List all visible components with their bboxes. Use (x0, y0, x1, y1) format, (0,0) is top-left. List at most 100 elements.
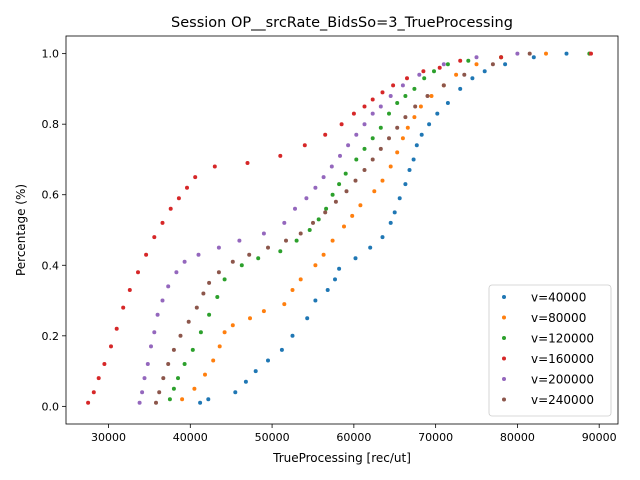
data-point (230, 323, 235, 328)
data-point (362, 104, 367, 109)
data-point (411, 157, 416, 162)
data-point (321, 175, 326, 180)
data-point (216, 270, 221, 275)
data-point (370, 136, 375, 141)
data-point (140, 390, 145, 395)
data-point (180, 397, 185, 402)
data-point (544, 51, 548, 56)
data-point (182, 259, 187, 264)
data-point (354, 157, 359, 162)
data-point (370, 111, 375, 116)
data-point (378, 104, 383, 109)
data-point (167, 397, 172, 402)
data-point (325, 288, 330, 292)
x-tick-label: 90000 (582, 431, 617, 444)
data-point (397, 196, 402, 201)
data-point (313, 185, 318, 190)
data-point (441, 62, 446, 67)
data-point (400, 136, 405, 141)
legend-marker (502, 315, 506, 320)
series-1 (198, 51, 569, 405)
data-point (243, 379, 248, 384)
data-point (216, 245, 221, 250)
axes: 30000 40000 50000 60000 70000 80000 90000 0.0 0.… (42, 35, 619, 444)
data-point (458, 86, 463, 91)
data-point (198, 330, 203, 335)
data-point (405, 125, 410, 130)
data-point (427, 122, 432, 127)
data-point (362, 168, 367, 172)
data-point (284, 238, 288, 243)
data-point (245, 161, 250, 165)
data-point (346, 143, 351, 148)
data-point (230, 259, 235, 264)
data-point (362, 122, 367, 127)
data-point (337, 266, 342, 271)
plot-area (86, 51, 593, 405)
x-axis-label: TrueProcessing [rec/ut] (272, 451, 411, 465)
legend-label: v=120000 (531, 332, 594, 346)
data-point (171, 347, 176, 352)
data-point (127, 288, 132, 292)
data-point (217, 344, 222, 349)
data-point (445, 101, 450, 105)
data-point (321, 252, 326, 257)
data-point (370, 157, 375, 162)
data-point (414, 143, 419, 148)
legend-box (488, 284, 612, 417)
legend-label: v=80000 (531, 311, 586, 325)
data-point (329, 164, 334, 169)
data-point (145, 362, 150, 366)
data-point (155, 312, 160, 317)
series-4 (86, 51, 593, 405)
y-tick-label: 0.4 (42, 259, 60, 272)
data-point (278, 249, 283, 254)
data-point (212, 164, 217, 169)
data-point (378, 125, 383, 130)
data-point (266, 358, 270, 363)
data-point (333, 277, 337, 282)
data-point (190, 347, 195, 352)
data-point (454, 72, 459, 77)
data-point (330, 238, 335, 243)
data-point (412, 86, 417, 91)
data-point (121, 305, 126, 310)
data-point (422, 76, 427, 81)
data-point (392, 210, 397, 215)
data-point (395, 125, 400, 130)
data-point (388, 94, 393, 98)
data-point (149, 344, 153, 349)
data-point (176, 196, 181, 201)
data-point (154, 400, 158, 405)
data-point (207, 280, 212, 285)
data-point (304, 196, 309, 201)
chart-title: Session OP__srcRate_BidsSo=3_TrueProcess… (171, 15, 513, 31)
data-point (400, 83, 405, 88)
data-point (425, 94, 430, 98)
data-point (114, 326, 119, 331)
x-tick-label: 30000 (91, 431, 126, 444)
data-point (282, 220, 287, 225)
data-point (186, 319, 191, 324)
data-point (323, 210, 328, 215)
data-point (86, 400, 91, 405)
data-point (185, 185, 189, 190)
data-point (102, 362, 107, 366)
data-point (421, 69, 426, 74)
data-point (278, 153, 283, 158)
data-point (419, 132, 424, 137)
data-point (109, 344, 113, 349)
x-tick-label: 50000 (255, 431, 290, 444)
data-point (380, 178, 385, 183)
data-point (313, 263, 318, 268)
data-point (413, 104, 418, 109)
data-point (353, 178, 358, 183)
axes-frame (65, 35, 619, 425)
data-point (174, 270, 179, 275)
data-point (142, 376, 147, 381)
data-point (403, 182, 408, 187)
data-point (136, 270, 140, 275)
data-point (445, 62, 450, 67)
data-point (418, 104, 423, 109)
